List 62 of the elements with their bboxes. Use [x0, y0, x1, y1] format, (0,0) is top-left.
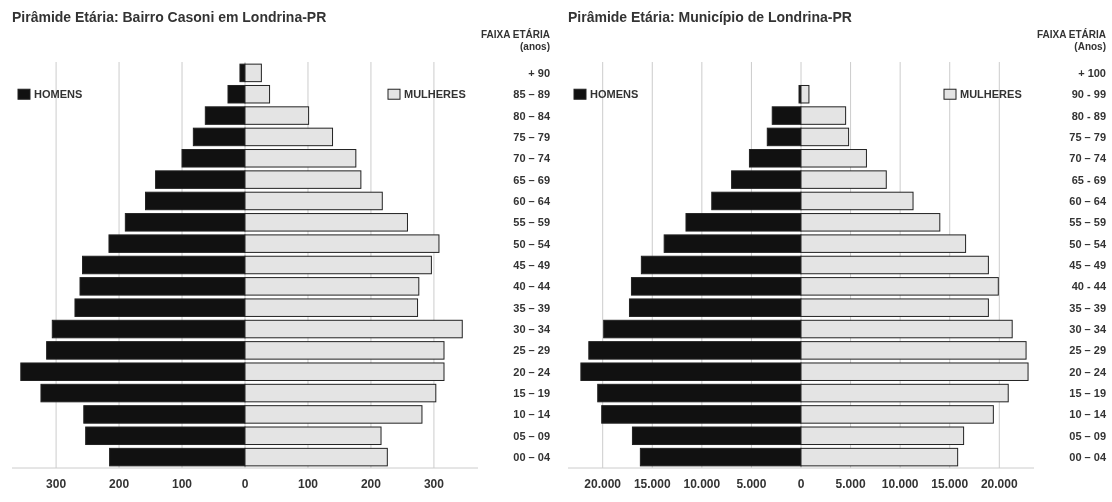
x-tick-label: 10.000	[683, 477, 721, 491]
x-tick-label: 15.000	[931, 477, 969, 491]
x-tick-label: 15.000	[633, 477, 671, 491]
y-tick-label: 15 – 19	[513, 387, 550, 400]
x-tick-label: 10.000	[881, 477, 919, 491]
legend-label: HOMENS	[34, 88, 83, 101]
y-tick-label: 05 – 09	[1069, 429, 1106, 442]
x-tick-label: 5.000	[835, 477, 866, 491]
y-tick-label: 25 – 29	[513, 344, 550, 357]
y-tick-label: 30 – 34	[513, 323, 551, 336]
y-tick-label: 65 - 69	[1071, 173, 1106, 186]
y-tick-label: 55 – 59	[1069, 216, 1106, 229]
y-tick-label: 10 – 14	[1069, 408, 1107, 421]
x-tick-label: 20.000	[584, 477, 622, 491]
y-tick-label: 05 – 09	[513, 429, 550, 442]
y-tick-label: 65 – 69	[513, 173, 550, 186]
x-tick-label: 0	[797, 477, 805, 491]
legend-label: HOMENS	[590, 88, 639, 101]
y-tick-label: 50 – 54	[513, 237, 551, 250]
y-tick-label: 45 – 49	[513, 259, 550, 271]
x-tick-label: 100	[172, 477, 193, 491]
y-axis-title: FAIXA ETÁRIA (anos)	[480, 28, 550, 52]
chart-title: Pirâmide Etária: Município de Londrina-PR	[568, 9, 852, 25]
y-tick-label: 75 – 79	[1069, 130, 1106, 143]
y-tick-label: 80 - 89	[1071, 109, 1106, 122]
y-tick-label: 10 – 14	[513, 408, 551, 421]
y-tick-label: 85 – 89	[513, 88, 550, 101]
x-tick-label: 300	[46, 477, 67, 491]
y-tick-label: 15 – 19	[1069, 387, 1106, 400]
y-tick-label: 60 – 64	[513, 194, 551, 207]
y-tick-label: 90 - 99	[1071, 88, 1106, 101]
y-tick-label: 30 – 34	[1069, 323, 1107, 336]
y-tick-label: 60 – 64	[1069, 194, 1107, 207]
y-tick-label: 40 - 44	[1071, 280, 1107, 293]
y-tick-label: 55 – 59	[513, 216, 550, 229]
y-tick-label: 40 – 44	[513, 280, 551, 293]
y-tick-label: 70 – 74	[513, 152, 551, 165]
y-tick-label: 25 – 29	[1069, 344, 1106, 357]
x-tick-label: 200	[109, 477, 130, 491]
y-tick-label: 50 – 54	[1069, 237, 1107, 250]
y-axis-title: FAIXA ETÁRIA (Anos)	[1036, 28, 1106, 52]
y-tick-label: 45 – 49	[1069, 259, 1106, 271]
y-tick-label: 20 – 24	[513, 365, 551, 378]
y-tick-label: 00 – 04	[513, 451, 551, 464]
x-tick-label: 0	[241, 477, 249, 491]
y-tick-label: 35 – 39	[1069, 301, 1106, 314]
x-tick-label: 5.000	[736, 477, 767, 491]
y-tick-label: 00 – 04	[1069, 451, 1107, 464]
x-tick-label: 300	[423, 477, 445, 491]
y-tick-label: 35 – 39	[513, 301, 550, 314]
y-tick-label: + 100	[1078, 66, 1106, 79]
y-tick-label: + 90	[528, 66, 550, 79]
x-tick-label: 20.000	[980, 477, 1018, 491]
x-tick-label: 200	[360, 477, 382, 491]
y-tick-label: 80 – 84	[513, 109, 551, 122]
x-tick-label: 100	[297, 477, 319, 491]
legend-label: MULHERES	[404, 88, 466, 101]
legend-label: MULHERES	[960, 88, 1022, 101]
y-tick-label: 20 – 24	[1069, 365, 1107, 378]
y-tick-label: 75 – 79	[513, 130, 550, 143]
chart-title: Pirâmide Etária: Bairro Casoni em Londrina-PR	[12, 9, 327, 25]
y-tick-label: 70 – 74	[1069, 152, 1107, 165]
